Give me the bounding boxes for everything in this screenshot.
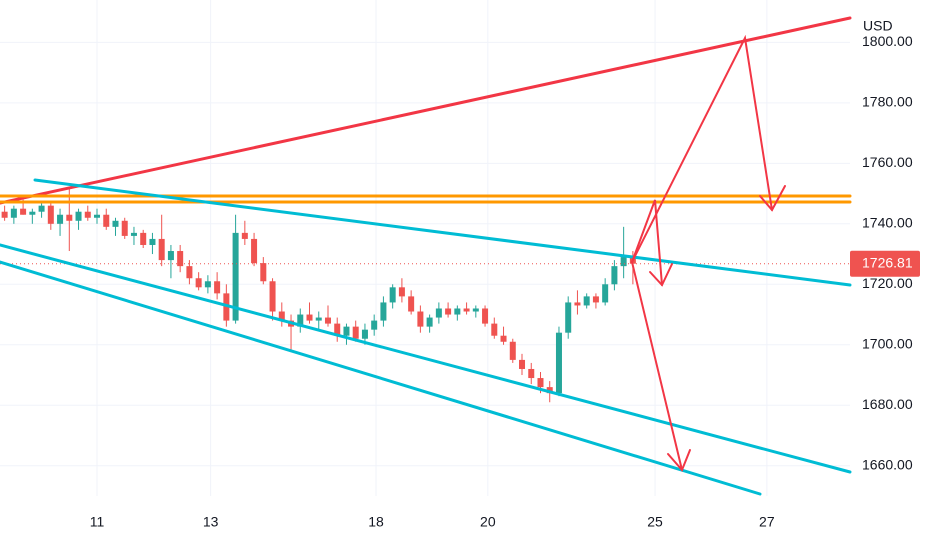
- candle-body: [472, 308, 479, 312]
- candle-body: [158, 238, 165, 261]
- arrow-head: [667, 449, 691, 472]
- candle-body: [408, 296, 415, 312]
- candle-body: [260, 263, 267, 282]
- candle-body: [241, 232, 248, 239]
- x-tick-label: 18: [368, 514, 384, 530]
- candles: [0, 187, 850, 403]
- candle-body: [94, 214, 101, 218]
- candle-body: [555, 332, 562, 394]
- candle-body: [491, 323, 498, 336]
- candle-body: [20, 208, 27, 215]
- candle-body: [306, 314, 313, 321]
- y-tick-label: 1720.00: [862, 275, 913, 291]
- candle-body: [546, 387, 553, 394]
- x-tick-label: 25: [647, 514, 663, 530]
- grid: [0, 0, 850, 496]
- candle-body: [1, 211, 8, 218]
- y-tick-label: 1740.00: [862, 215, 913, 231]
- candle-body: [463, 308, 470, 312]
- arrow: [631, 34, 773, 263]
- candle-body: [186, 266, 193, 279]
- arrow-head: [649, 263, 673, 287]
- trend-line: [0, 243, 852, 474]
- candle-body: [204, 281, 211, 288]
- candle-body: [278, 311, 285, 321]
- candle-body: [315, 317, 322, 321]
- candle-body: [537, 378, 544, 388]
- candle-body: [47, 205, 54, 224]
- x-tick-label: 20: [480, 514, 496, 530]
- candle-body: [66, 214, 73, 221]
- candle-body: [149, 238, 156, 245]
- candle-body: [84, 211, 91, 218]
- candle-body: [324, 317, 331, 324]
- candle-body: [389, 287, 396, 303]
- candle-body: [426, 317, 433, 327]
- x-tick-label: 11: [90, 514, 105, 530]
- candle-body: [167, 251, 174, 261]
- candle-body: [334, 323, 341, 336]
- candle-body: [38, 205, 45, 212]
- candle-body: [103, 214, 110, 227]
- trend-line: [33, 178, 852, 287]
- candle-body: [611, 266, 618, 285]
- candle-body: [445, 308, 452, 315]
- candle-body: [269, 281, 276, 312]
- candle-body: [177, 251, 184, 267]
- candle-body: [435, 308, 442, 318]
- arrow-head: [759, 185, 786, 212]
- trend-line: [0, 16, 852, 205]
- candle-body: [232, 232, 239, 321]
- candle-body: [528, 368, 535, 379]
- candle-body: [214, 281, 221, 294]
- drawings: [0, 16, 852, 496]
- candle-body: [343, 326, 350, 336]
- y-tick-label: 1780.00: [862, 94, 913, 110]
- arrow: [631, 199, 663, 286]
- candle-body: [352, 326, 359, 339]
- candle-body: [583, 296, 590, 306]
- y-tick-label: 1800.00: [862, 33, 913, 49]
- candle-body: [121, 220, 128, 236]
- x-tick-label: 13: [203, 514, 219, 530]
- last-price-box: [850, 250, 920, 277]
- candle-body: [398, 287, 405, 297]
- candle-body: [592, 296, 599, 303]
- candle-body: [509, 341, 516, 360]
- candle-body: [620, 257, 627, 267]
- last-price-label: 1726.81: [862, 254, 913, 270]
- candle-body: [29, 211, 36, 215]
- candle-body: [251, 238, 258, 264]
- trend-line: [0, 260, 762, 496]
- candle-body: [361, 329, 368, 339]
- candle-body: [482, 308, 489, 324]
- y-tick-label: 1660.00: [862, 456, 913, 472]
- arrow: [631, 261, 683, 471]
- y-tick-label: 1760.00: [862, 154, 913, 170]
- candle-body: [297, 314, 304, 327]
- candle-body: [112, 220, 119, 227]
- candle-body: [371, 320, 378, 330]
- y-tick-label: 1700.00: [862, 335, 913, 351]
- candle-body: [602, 284, 609, 303]
- axes: 1660.00 1680.00 1700.00 1720.00 1740.00 1760.…: [90, 33, 920, 530]
- candle-body: [519, 359, 526, 369]
- currency-label: USD: [863, 18, 893, 34]
- y-tick-label: 1680.00: [862, 396, 913, 412]
- candle-body: [565, 302, 572, 333]
- candle-body: [574, 302, 581, 306]
- candle-body: [417, 311, 424, 327]
- candle-body: [140, 232, 147, 245]
- x-tick-label: 27: [759, 514, 775, 530]
- candle-body: [57, 214, 64, 224]
- candle-body: [195, 278, 202, 288]
- candle-body: [130, 232, 137, 236]
- candle-body: [454, 308, 461, 315]
- candle-body: [75, 211, 82, 221]
- candle-body: [500, 335, 507, 342]
- candle-body: [10, 208, 17, 218]
- candle-body: [380, 302, 387, 321]
